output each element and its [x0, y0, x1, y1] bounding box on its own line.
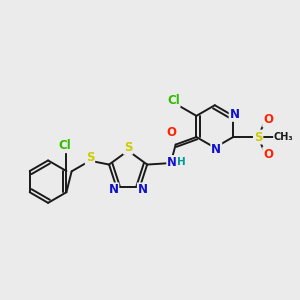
Text: S: S	[124, 141, 132, 154]
Text: Cl: Cl	[167, 94, 180, 107]
Text: O: O	[263, 148, 273, 160]
Text: CH₃: CH₃	[274, 132, 294, 142]
Text: H: H	[177, 158, 185, 167]
Text: S: S	[86, 151, 94, 164]
Text: O: O	[167, 127, 176, 140]
Text: N: N	[230, 108, 240, 121]
Text: Cl: Cl	[58, 139, 71, 152]
Text: N: N	[138, 183, 148, 196]
Text: O: O	[263, 113, 273, 127]
Text: S: S	[254, 130, 262, 143]
Text: N: N	[167, 156, 177, 169]
Text: N: N	[108, 183, 118, 196]
Text: N: N	[211, 142, 221, 156]
